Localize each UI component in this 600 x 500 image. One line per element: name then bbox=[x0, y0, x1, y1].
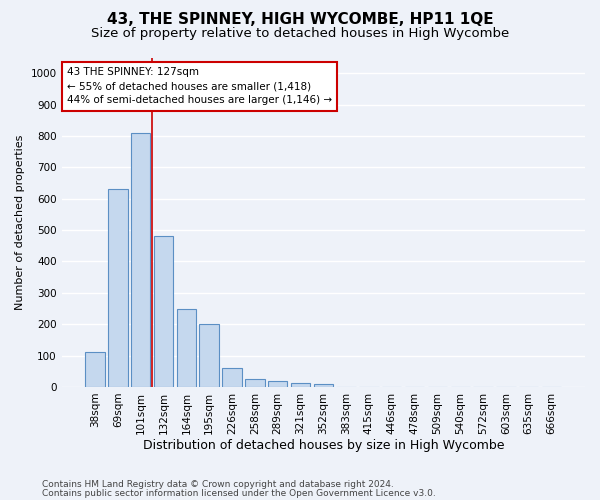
Bar bbox=[222, 368, 242, 387]
Bar bbox=[291, 383, 310, 387]
X-axis label: Distribution of detached houses by size in High Wycombe: Distribution of detached houses by size … bbox=[143, 440, 504, 452]
Bar bbox=[131, 133, 151, 387]
Text: 43 THE SPINNEY: 127sqm
← 55% of detached houses are smaller (1,418)
44% of semi-: 43 THE SPINNEY: 127sqm ← 55% of detached… bbox=[67, 68, 332, 106]
Bar bbox=[245, 379, 265, 387]
Bar bbox=[176, 308, 196, 387]
Bar bbox=[199, 324, 219, 387]
Bar bbox=[108, 190, 128, 387]
Bar bbox=[314, 384, 333, 387]
Bar bbox=[268, 382, 287, 387]
Y-axis label: Number of detached properties: Number of detached properties bbox=[15, 134, 25, 310]
Text: 43, THE SPINNEY, HIGH WYCOMBE, HP11 1QE: 43, THE SPINNEY, HIGH WYCOMBE, HP11 1QE bbox=[107, 12, 493, 28]
Bar bbox=[154, 236, 173, 387]
Text: Contains HM Land Registry data © Crown copyright and database right 2024.: Contains HM Land Registry data © Crown c… bbox=[42, 480, 394, 489]
Bar bbox=[85, 352, 105, 387]
Text: Size of property relative to detached houses in High Wycombe: Size of property relative to detached ho… bbox=[91, 28, 509, 40]
Text: Contains public sector information licensed under the Open Government Licence v3: Contains public sector information licen… bbox=[42, 488, 436, 498]
